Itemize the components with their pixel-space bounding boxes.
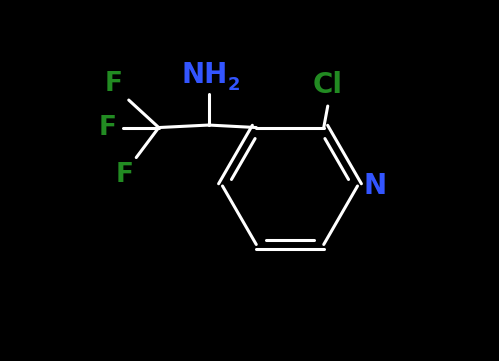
Text: F: F — [105, 71, 123, 97]
Text: 2: 2 — [228, 76, 240, 94]
Text: NH: NH — [182, 61, 228, 89]
Text: F: F — [99, 114, 117, 140]
Text: Cl: Cl — [313, 71, 343, 99]
Text: F: F — [116, 161, 134, 188]
Text: N: N — [363, 172, 387, 200]
